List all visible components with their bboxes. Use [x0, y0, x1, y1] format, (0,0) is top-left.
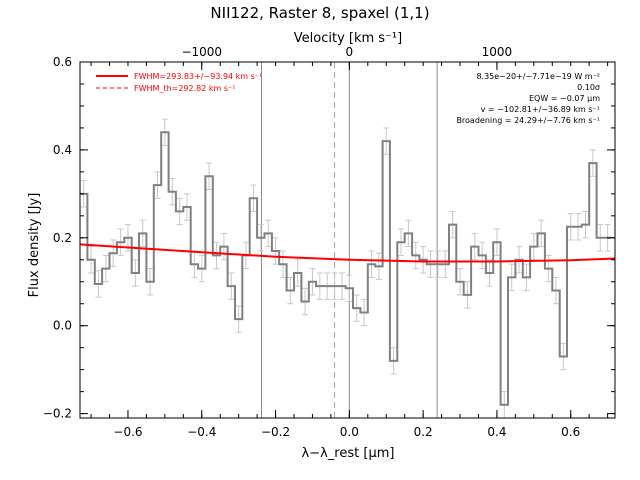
top-tick-label: 1000: [482, 45, 513, 59]
plot-frame: [79, 61, 616, 419]
y-tick-label: 0.4: [53, 143, 72, 157]
annotation-eqw: EQW = −0.07 μm: [529, 94, 600, 103]
legend: FWHM=293.83+/−93.94 km s⁻¹ FWHM_th=292.8…: [96, 72, 262, 93]
annotation-flux: 8.35e−20+/−7.71e−19 W m⁻²: [476, 72, 600, 81]
legend-entry-fwhm: FWHM=293.83+/−93.94 km s⁻¹: [134, 72, 262, 81]
spectrum-step-line: [80, 131, 612, 406]
x-tick-label: 0.4: [487, 425, 506, 439]
x-tick-label: −0.6: [113, 425, 142, 439]
x-tick-label: −0.4: [187, 425, 216, 439]
x-tick-label: 0.2: [414, 425, 433, 439]
legend-entry-fwhm-th: FWHM_th=292.82 km s⁻¹: [134, 84, 235, 93]
y-tick-label: 0.0: [53, 319, 72, 333]
top-tick-label: 0: [346, 45, 354, 59]
fit-line: [79, 243, 616, 263]
x-tick-label: 0.6: [561, 425, 580, 439]
x-tick-label: 0.0: [340, 425, 359, 439]
top-tick-label: −1000: [181, 45, 222, 59]
y-axis-label: Flux density [Jy]: [27, 193, 42, 298]
x-axis-label: λ−λ_rest [μm]: [302, 446, 395, 461]
y-tick-label: 0.6: [53, 55, 72, 69]
chart-title: NII122, Raster 8, spaxel (1,1): [210, 4, 429, 22]
annotations: 8.35e−20+/−7.71e−19 W m⁻² 0.10σ EQW = −0…: [456, 72, 600, 125]
x-tick-label: −0.2: [261, 425, 290, 439]
annotation-broadening: Broadening = 24.29+/−7.76 km s⁻¹: [456, 116, 600, 125]
y-tick-label: −0.2: [43, 407, 72, 421]
annotation-sigma: 0.10σ: [577, 83, 600, 92]
top-axis-label: Velocity [km s⁻¹]: [294, 31, 402, 46]
y-tick-label: 0.2: [53, 231, 72, 245]
annotation-velocity: v = −102.81+/−36.89 km s⁻¹: [481, 105, 600, 114]
